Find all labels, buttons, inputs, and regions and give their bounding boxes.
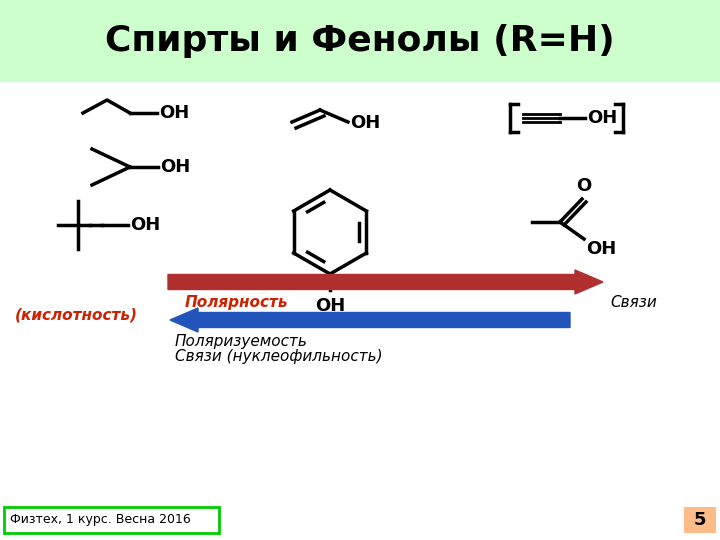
Text: Физтех, 1 курс. Весна 2016: Физтех, 1 курс. Весна 2016 xyxy=(10,514,191,526)
Text: (кислотность): (кислотность) xyxy=(15,307,138,322)
Text: OH: OH xyxy=(587,109,617,127)
Text: OH: OH xyxy=(160,158,190,176)
Text: OH: OH xyxy=(315,297,345,315)
FancyBboxPatch shape xyxy=(4,507,219,533)
Text: OH: OH xyxy=(586,240,616,258)
FancyArrow shape xyxy=(170,308,570,332)
Text: OH: OH xyxy=(130,216,161,234)
FancyArrow shape xyxy=(168,270,603,294)
Text: Спирты и Фенолы (R=H): Спирты и Фенолы (R=H) xyxy=(105,24,615,58)
Text: Связи (нуклеофильность): Связи (нуклеофильность) xyxy=(175,349,382,364)
FancyBboxPatch shape xyxy=(684,507,716,533)
Text: OH: OH xyxy=(350,114,380,132)
Text: O: O xyxy=(577,177,592,195)
FancyBboxPatch shape xyxy=(0,0,720,82)
Text: 5: 5 xyxy=(694,511,706,529)
Text: Связи: Связи xyxy=(610,295,657,310)
Text: Поляризуемость: Поляризуемость xyxy=(175,334,308,349)
Text: OH: OH xyxy=(159,104,189,122)
Text: Полярность: Полярность xyxy=(185,295,289,310)
